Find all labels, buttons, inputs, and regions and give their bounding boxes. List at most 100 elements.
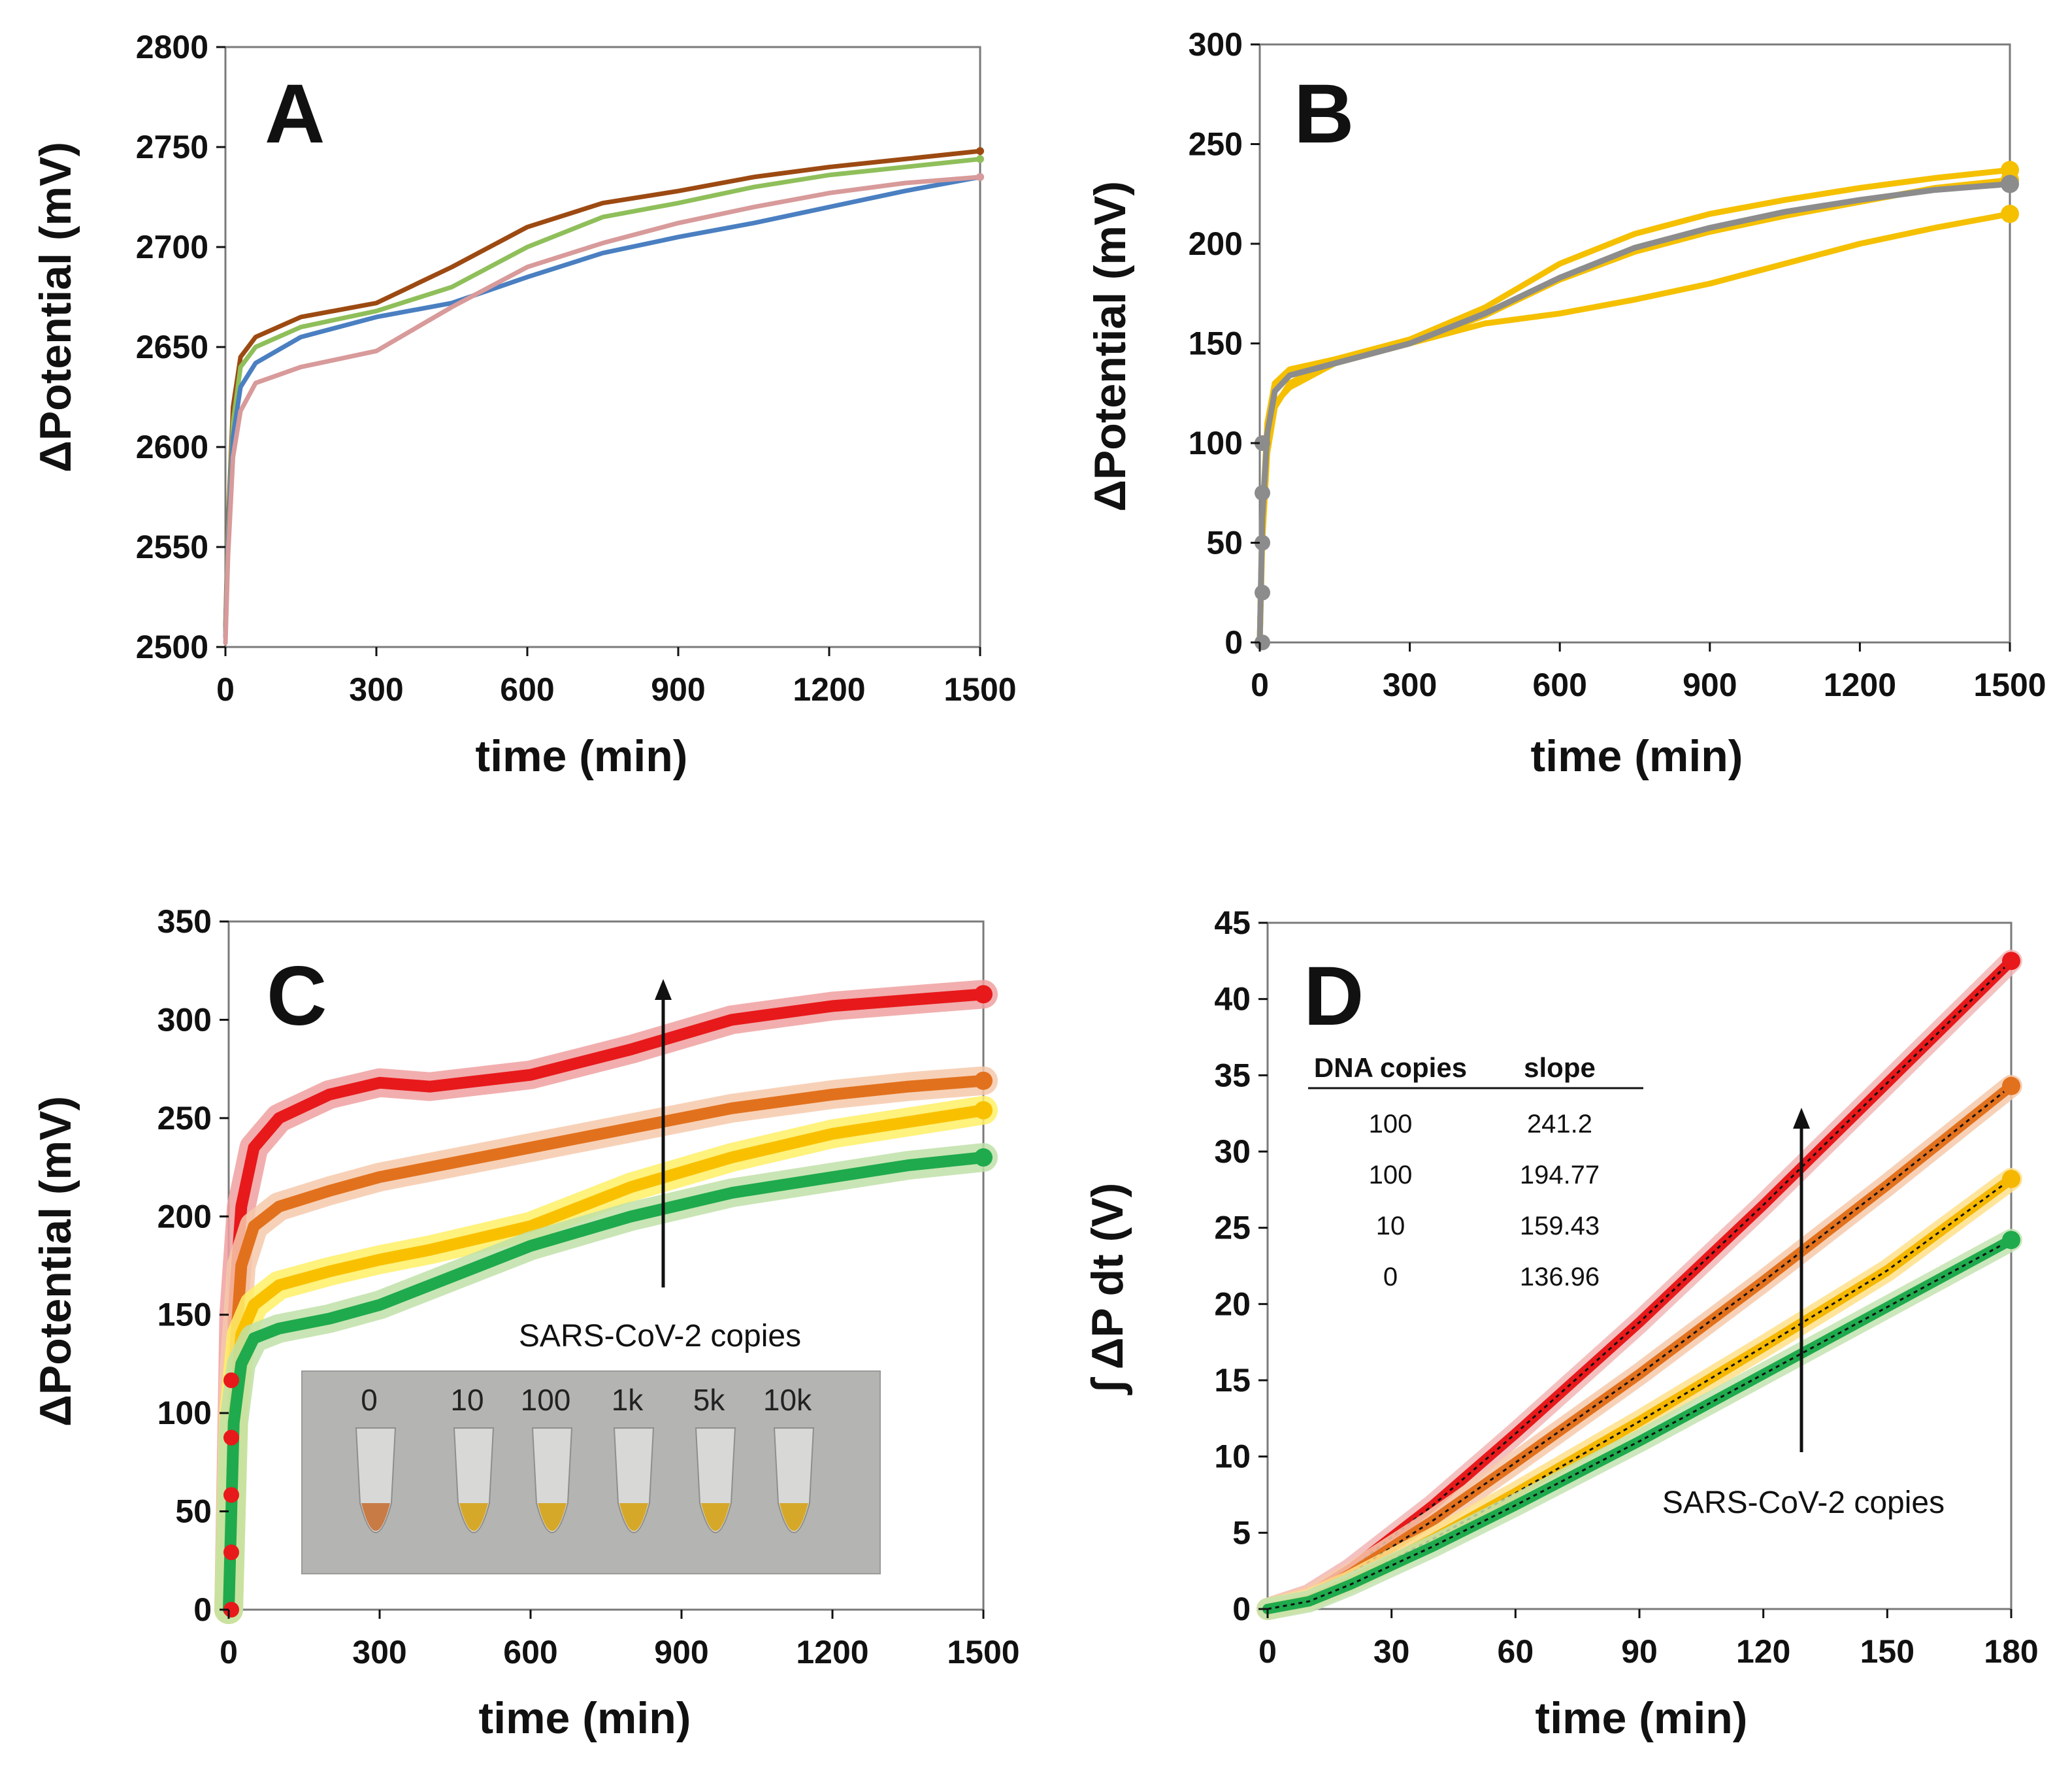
x-tick-label: 600 bbox=[1532, 667, 1586, 703]
x-tick-label: 0 bbox=[1258, 1633, 1277, 1670]
x-tick-label: 1500 bbox=[947, 1634, 1019, 1670]
series-start-point bbox=[1255, 635, 1270, 650]
y-axis-label: ΔPotential (mV) bbox=[31, 1096, 80, 1427]
tube-label: 10k bbox=[763, 1383, 812, 1417]
y-tick-label: 150 bbox=[1189, 325, 1243, 362]
y-axis-label: ΔPotential (mV) bbox=[1085, 181, 1135, 512]
series-line-green bbox=[223, 156, 983, 633]
panel-b-chart: B 0 50 100 150 200 250 300 0 300 600 900 1200 1500 ti… bbox=[1085, 26, 2046, 781]
x-tick-label: 0 bbox=[1251, 667, 1269, 703]
panel-a-plot-frame bbox=[224, 46, 981, 648]
series-start-point bbox=[223, 1429, 239, 1446]
tube-label: 1k bbox=[612, 1383, 644, 1417]
series-end-point-pink bbox=[976, 173, 984, 181]
y-tick-label: 100 bbox=[157, 1395, 212, 1431]
tube-label: 10 bbox=[450, 1383, 484, 1417]
y-axis-label: ΔPotential (mV) bbox=[31, 142, 80, 473]
tube-solution bbox=[538, 1503, 567, 1531]
x-tick-label: 600 bbox=[503, 1634, 557, 1670]
series-start-point bbox=[1255, 485, 1270, 501]
series-layer bbox=[1255, 161, 2019, 650]
series-line-green bbox=[223, 1152, 989, 1616]
series-line-blue bbox=[223, 174, 983, 640]
x-tick-label: 60 bbox=[1498, 1633, 1534, 1670]
tube-solution bbox=[361, 1503, 390, 1531]
x-tick-label: 1200 bbox=[793, 671, 865, 708]
series-start-point bbox=[1255, 535, 1270, 551]
table-header: DNA copies bbox=[1314, 1052, 1467, 1083]
series-end-point-red bbox=[2002, 952, 2020, 971]
tube-label: 5k bbox=[693, 1383, 726, 1417]
y-tick-label: 25 bbox=[1214, 1210, 1251, 1246]
y-tick-label: 30 bbox=[1214, 1133, 1251, 1170]
tube-solution bbox=[619, 1503, 648, 1531]
panel-d-letter: D bbox=[1304, 950, 1364, 1043]
series-line-yellow-3 bbox=[1257, 210, 2013, 646]
trend-arrowhead bbox=[1793, 1108, 1810, 1129]
trend-arrowhead bbox=[655, 979, 672, 1000]
series-layer bbox=[1257, 950, 2022, 1620]
y-tick-label: 250 bbox=[157, 1100, 212, 1137]
x-tick-label: 1200 bbox=[1824, 667, 1896, 703]
table-cell: 136.96 bbox=[1520, 1263, 1600, 1291]
series-end-point-yellow-3 bbox=[2001, 205, 2019, 224]
y-tick-label: 20 bbox=[1214, 1286, 1251, 1322]
x-tick-label: 900 bbox=[654, 1634, 708, 1670]
y-tick-label: 350 bbox=[157, 903, 212, 940]
x-tick-label: 30 bbox=[1373, 1633, 1410, 1670]
x-tick-label: 1500 bbox=[1973, 667, 2046, 703]
x-tick-label: 600 bbox=[500, 671, 554, 708]
panel-a-letter: A bbox=[265, 67, 325, 161]
x-tick-label: 0 bbox=[216, 671, 235, 708]
series-line-brown bbox=[223, 148, 983, 629]
series-end-point-orange bbox=[974, 1071, 993, 1090]
series-start-point bbox=[223, 1372, 239, 1388]
x-tick-label: 300 bbox=[352, 1634, 406, 1670]
panel-b-letter: B bbox=[1294, 67, 1354, 161]
series-line-gray-mean bbox=[1257, 181, 2013, 646]
panel-d-chart: D 0 5 10 15 20 25 30 35 40 45 0 30 60 90 120 150 180 time… bbox=[1083, 904, 2039, 1743]
series-start-point bbox=[1255, 435, 1270, 451]
y-tick-label: 10 bbox=[1214, 1438, 1251, 1475]
tube-solution bbox=[780, 1503, 808, 1531]
y-tick-label: 0 bbox=[1224, 624, 1243, 661]
series-fit-line-green bbox=[1267, 1238, 2012, 1610]
x-tick-label: 0 bbox=[220, 1634, 238, 1670]
y-tick-label: 50 bbox=[1206, 525, 1243, 561]
series-layer bbox=[223, 147, 984, 646]
series-start-point bbox=[223, 1487, 239, 1503]
y-tick-label: 300 bbox=[1189, 26, 1243, 63]
annotation-label: SARS-CoV-2 copies bbox=[1662, 1485, 1945, 1520]
table-cell: 100 bbox=[1369, 1110, 1413, 1138]
table-cell: 0 bbox=[1383, 1263, 1398, 1291]
series-end-point-red bbox=[974, 985, 993, 1004]
slope-table: DNA copies slope 100 241.2 100 194.77 10 159.43… bbox=[1314, 1052, 1600, 1291]
series-line-red bbox=[223, 988, 989, 1616]
y-tick-label: 2700 bbox=[136, 229, 208, 265]
x-tick-label: 300 bbox=[1383, 667, 1437, 703]
y-tick-label: 2500 bbox=[136, 629, 208, 665]
series-end-point-orange bbox=[2002, 1076, 2020, 1095]
series-start-point bbox=[223, 1544, 239, 1561]
x-tick-label: 900 bbox=[1683, 667, 1737, 703]
y-tick-label: 150 bbox=[157, 1297, 212, 1333]
y-tick-label: 200 bbox=[1189, 225, 1243, 262]
y-tick-label: 0 bbox=[193, 1591, 212, 1628]
series-end-point-brown bbox=[976, 147, 984, 156]
table-cell: 159.43 bbox=[1520, 1212, 1600, 1240]
table-cell: 100 bbox=[1369, 1161, 1413, 1189]
x-axis-label: time (min) bbox=[476, 731, 688, 781]
y-tick-label: 50 bbox=[175, 1493, 212, 1530]
tube-label: 100 bbox=[521, 1383, 571, 1417]
series-end-point-yellow bbox=[2002, 1170, 2020, 1188]
panel-b-plot-frame bbox=[1258, 43, 2011, 644]
series-line-pink bbox=[223, 174, 983, 646]
series-fit-line-red bbox=[1267, 960, 2012, 1610]
series-start-point bbox=[1255, 584, 1270, 601]
series-end-point-gray-mean bbox=[2001, 174, 2019, 193]
tube-solution bbox=[459, 1503, 488, 1531]
table-cell: 10 bbox=[1376, 1212, 1405, 1240]
y-tick-label: 35 bbox=[1214, 1057, 1251, 1093]
y-tick-label: 40 bbox=[1214, 981, 1251, 1018]
x-axis-label: time (min) bbox=[1531, 731, 1743, 781]
